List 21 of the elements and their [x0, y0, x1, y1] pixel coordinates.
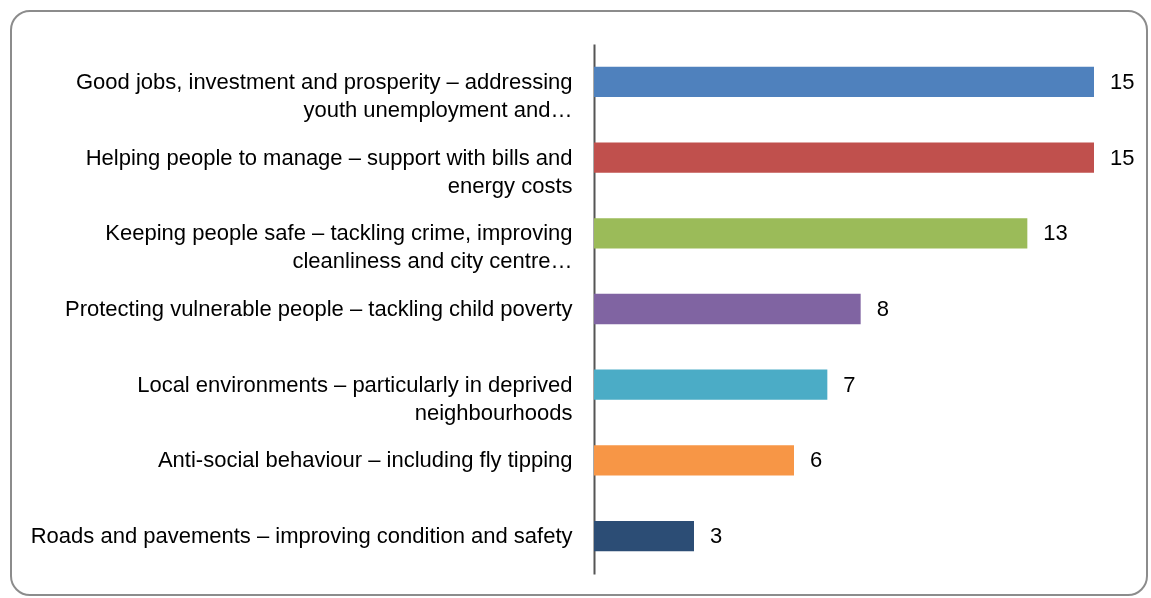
bar — [594, 66, 1094, 97]
bar — [594, 521, 694, 552]
y-tick-label: Anti-social behaviour – including fly tipping — [157, 447, 573, 473]
data-label: 15 — [1110, 144, 1135, 170]
data-label: 6 — [810, 447, 823, 473]
bar — [594, 218, 1028, 249]
data-label: 13 — [1043, 220, 1068, 246]
data-label: 15 — [1110, 68, 1135, 94]
y-tick-label: Good jobs, investment and prosperity – addressing youth unemployment and… — [75, 68, 573, 122]
y-tick-label: Protecting vulnerable people – tackling child poverty — [64, 296, 573, 321]
bar — [594, 293, 861, 325]
y-tick-label: Helping people to manage – support with bills and energy costs — [85, 144, 573, 198]
y-tick-label: Local environments – particularly in deprived neighbourhoods — [137, 371, 573, 425]
data-label: 3 — [710, 523, 723, 549]
y-tick-label: Roads and pavements – improving condition and safety — [30, 523, 573, 549]
bar — [594, 142, 1094, 173]
bar — [594, 445, 794, 476]
y-tick-label: Keeping people safe – tackling crime, improving cleanliness and city centre… — [105, 220, 573, 274]
data-label: 8 — [876, 296, 889, 321]
bar — [594, 369, 828, 400]
data-label: 7 — [843, 371, 856, 397]
